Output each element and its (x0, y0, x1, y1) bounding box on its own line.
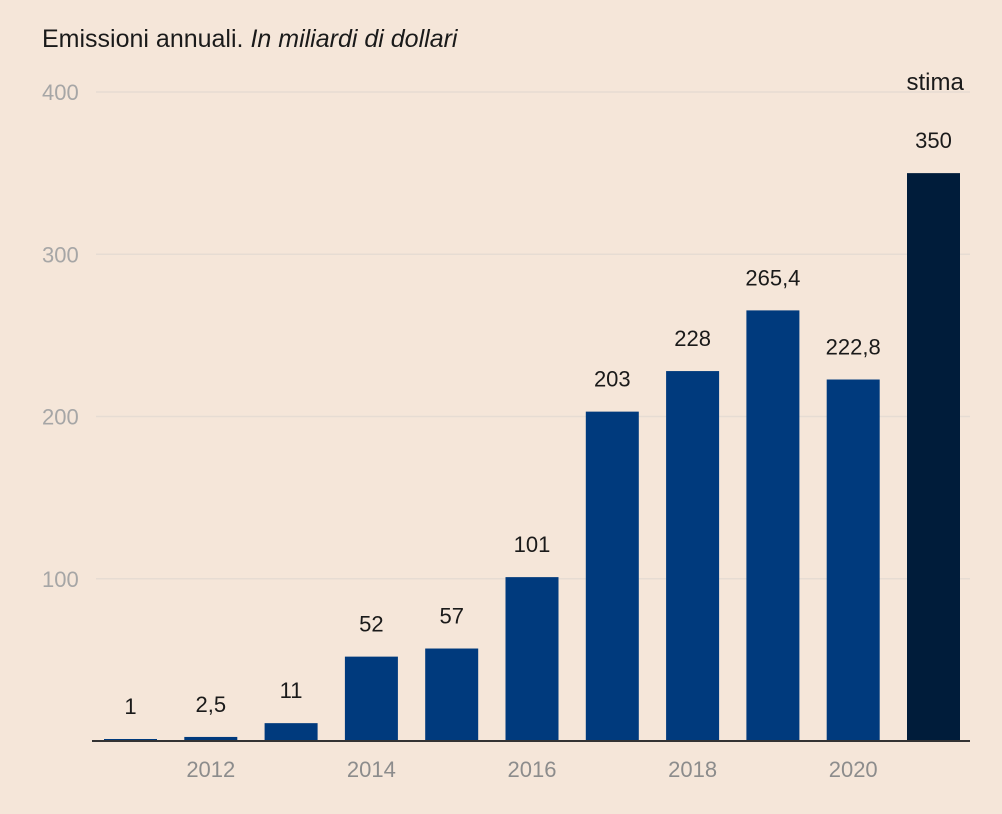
data-label: 2,5 (196, 692, 227, 717)
bar-2018 (666, 371, 720, 741)
bar-2017 (585, 411, 639, 741)
chart-title-sub: In miliardi di dollari (250, 25, 458, 53)
bar-2014 (344, 656, 398, 741)
data-label: 350 (915, 128, 952, 153)
bar-2012 (184, 736, 238, 741)
x-tick-label: 2018 (668, 757, 717, 782)
y-tick-label: 300 (42, 242, 79, 267)
bar-2016 (505, 577, 559, 741)
data-label: 203 (594, 367, 631, 392)
y-tick-label: 400 (42, 80, 79, 105)
bar-2013 (264, 723, 318, 741)
x-tick-label: 2012 (186, 757, 235, 782)
data-label: 222,8 (826, 335, 881, 360)
data-label: 1 (124, 694, 136, 719)
data-label: 11 (280, 678, 303, 703)
x-tick-label: 2016 (508, 757, 557, 782)
bar-2021 (907, 173, 960, 741)
data-label: 101 (514, 532, 551, 557)
chart-title-main: Emissioni annuali. (42, 25, 244, 53)
bar-2020 (826, 379, 880, 741)
x-tick-label: 2014 (347, 757, 396, 782)
y-tick-label: 100 (42, 567, 79, 592)
chart-title: Emissioni annuali. In miliardi di dollar… (42, 25, 457, 54)
estimate-annotation: stima (907, 69, 965, 96)
bar-2015 (425, 648, 479, 741)
data-label: 228 (674, 326, 711, 351)
data-label: 52 (359, 612, 383, 637)
data-label: 57 (439, 604, 463, 629)
data-label: 265,4 (745, 265, 800, 290)
y-tick-label: 200 (42, 405, 79, 430)
x-tick-label: 2020 (829, 757, 878, 782)
bar-2019 (746, 310, 800, 741)
